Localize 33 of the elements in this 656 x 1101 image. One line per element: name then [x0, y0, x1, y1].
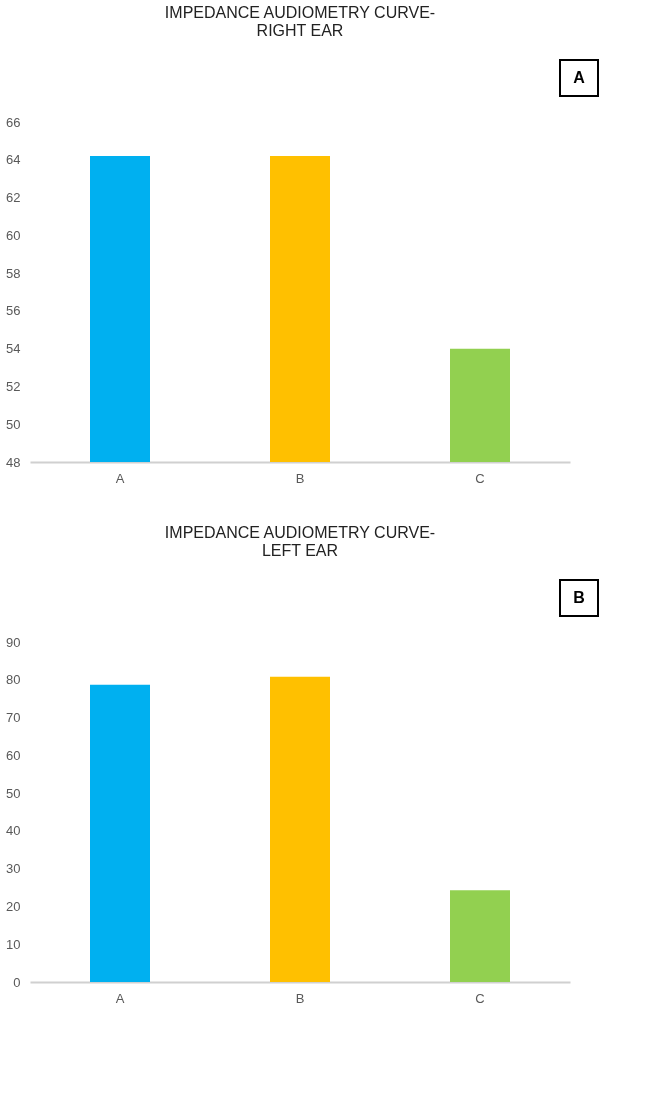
text: B: [573, 589, 585, 606]
y-tick-label: 56: [6, 303, 21, 319]
y-tick-label: 64: [6, 152, 21, 168]
x-tick-label: C: [475, 470, 485, 486]
chart-title: IMPEDANCE AUDIOMETRY CURVE- LEFT EAR: [164, 524, 436, 559]
y-tick-label: 54: [6, 341, 21, 357]
y-tick-label: 20: [6, 898, 21, 914]
chart-title: IMPEDANCE AUDIOMETRY CURVE- RIGHT EAR: [164, 4, 436, 39]
y-tick-label: 10: [6, 936, 21, 952]
y-tick-label: 52: [6, 378, 21, 394]
text: A: [573, 69, 586, 86]
bar: [270, 676, 330, 982]
y-tick-label: 48: [6, 454, 21, 470]
y-tick-label: 70: [6, 710, 21, 726]
x-tick-label: A: [115, 990, 125, 1006]
y-tick-label: 60: [6, 747, 21, 763]
y-tick-label: 50: [6, 785, 21, 801]
y-tick-label: 50: [6, 416, 21, 432]
y-tick-label: 80: [6, 672, 21, 688]
y-tick-label: 62: [6, 190, 21, 206]
x-tick-label: B: [295, 470, 305, 486]
y-tick-label: 66: [6, 114, 21, 130]
bar: [450, 890, 510, 982]
y-tick-label: 40: [6, 823, 21, 839]
x-tick-label: A: [115, 470, 125, 486]
y-tick-label: 60: [6, 227, 21, 243]
x-tick-label: B: [295, 990, 305, 1006]
bar: [90, 684, 150, 982]
x-tick-label: C: [475, 990, 485, 1006]
y-tick-label: 90: [6, 634, 21, 650]
y-tick-label: 30: [6, 861, 21, 877]
y-tick-label: 0: [13, 974, 21, 990]
y-tick-label: 58: [6, 265, 21, 281]
